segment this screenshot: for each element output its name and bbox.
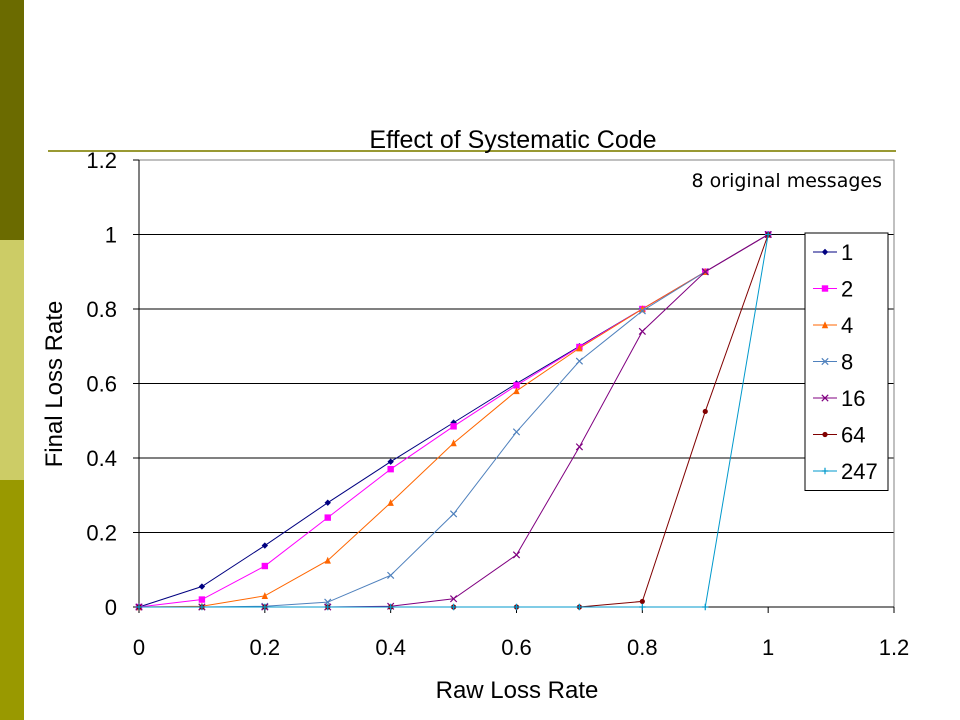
legend-label: 1 bbox=[841, 240, 853, 265]
data-point-1 bbox=[198, 583, 206, 590]
data-point-8 bbox=[575, 357, 584, 365]
data-point-64 bbox=[639, 598, 645, 605]
legend-label: 16 bbox=[841, 386, 865, 411]
data-point-2 bbox=[387, 465, 394, 473]
data-point-4 bbox=[513, 387, 520, 395]
data-point-4 bbox=[261, 592, 269, 600]
data-point-247 bbox=[639, 603, 646, 611]
data-point-247 bbox=[324, 603, 331, 611]
data-point-2 bbox=[513, 382, 520, 389]
legend-marker bbox=[822, 431, 828, 438]
series-1 bbox=[135, 231, 772, 611]
data-point-4 bbox=[324, 556, 331, 564]
data-point-1 bbox=[261, 542, 269, 549]
y-tick-label: 0.2 bbox=[86, 521, 117, 546]
legend-marker bbox=[821, 285, 829, 292]
data-point-4 bbox=[639, 305, 646, 313]
x-tick-label: 0.4 bbox=[375, 635, 406, 660]
legend-marker bbox=[821, 357, 829, 366]
data-point-8 bbox=[512, 428, 521, 436]
data-point-247 bbox=[387, 603, 394, 611]
data-point-16 bbox=[575, 443, 584, 451]
legend-marker bbox=[821, 248, 829, 256]
legend-item-8[interactable]: 8 bbox=[813, 350, 853, 375]
y-tick-label: 0.4 bbox=[86, 446, 117, 471]
data-point-8 bbox=[387, 571, 395, 579]
chart-title: Effect of Systematic Code bbox=[369, 126, 656, 154]
x-tick-label: 0 bbox=[133, 635, 145, 660]
x-tick-label: 0.6 bbox=[501, 635, 532, 660]
legend-item-64[interactable]: 64 bbox=[813, 423, 865, 448]
legend-item-16[interactable]: 16 bbox=[813, 386, 865, 411]
data-point-1 bbox=[387, 458, 394, 465]
x-tick-label: 1.2 bbox=[879, 635, 910, 660]
legend-label: 8 bbox=[841, 350, 853, 375]
data-point-247 bbox=[450, 603, 457, 611]
legend-item-4[interactable]: 4 bbox=[813, 313, 853, 338]
y-tick-label: 0 bbox=[105, 595, 117, 620]
y-tick-label: 1 bbox=[105, 223, 117, 248]
legend-marker bbox=[821, 394, 829, 402]
data-point-16 bbox=[701, 268, 709, 276]
y-tick-label: 0.8 bbox=[86, 297, 117, 322]
series-247 bbox=[135, 231, 772, 611]
legend-marker bbox=[821, 321, 829, 329]
legend-marker bbox=[821, 467, 829, 475]
data-point-247 bbox=[135, 603, 143, 611]
y-axis-ticks: 0 0.2 0.4 0.6 0.8 1 1.2 bbox=[86, 148, 140, 620]
chart-annotation: 8 original messages bbox=[691, 170, 882, 192]
y-axis-label: Final Loss Rate bbox=[41, 301, 68, 468]
data-point-247 bbox=[576, 603, 583, 611]
legend-label: 64 bbox=[841, 423, 865, 448]
x-tick-label: 0.2 bbox=[250, 635, 281, 660]
slide-side-bar-middle bbox=[0, 240, 24, 480]
chart-legend[interactable]: 1 2 4 8 16 64 247 bbox=[804, 232, 889, 491]
data-point-1 bbox=[324, 499, 331, 506]
data-point-4 bbox=[450, 439, 457, 447]
data-point-2 bbox=[198, 596, 206, 603]
slide-side-bar-bottom bbox=[0, 480, 24, 720]
legend-item-1[interactable]: 1 bbox=[813, 240, 853, 265]
data-point-2 bbox=[324, 514, 331, 521]
legend-item-247[interactable]: 247 bbox=[813, 459, 878, 484]
x-axis-ticks: 0 0.2 0.4 0.6 0.8 1 1.2 bbox=[133, 606, 910, 660]
data-point-8 bbox=[449, 510, 458, 518]
data-point-247 bbox=[764, 231, 772, 238]
data-point-16 bbox=[449, 595, 458, 603]
x-tick-label: 0.8 bbox=[627, 635, 658, 660]
legend-label: 247 bbox=[841, 459, 878, 484]
legend-label: 4 bbox=[841, 313, 853, 338]
data-point-16 bbox=[512, 551, 521, 559]
series-layer bbox=[135, 230, 772, 611]
y-tick-label: 1.2 bbox=[86, 148, 117, 173]
data-point-2 bbox=[450, 423, 457, 430]
data-point-4 bbox=[576, 344, 583, 352]
data-point-247 bbox=[513, 603, 520, 611]
title-underline-rule bbox=[48, 150, 896, 152]
legend-label: 2 bbox=[841, 277, 853, 302]
data-point-247 bbox=[702, 603, 709, 611]
data-point-64 bbox=[702, 408, 708, 415]
x-tick-label: 1 bbox=[762, 635, 774, 660]
y-tick-label: 0.6 bbox=[86, 372, 117, 397]
data-point-247 bbox=[261, 603, 269, 611]
slide-side-bar-top bbox=[0, 0, 24, 240]
legend-item-2[interactable]: 2 bbox=[813, 277, 853, 302]
data-point-2 bbox=[261, 562, 269, 570]
x-axis-label: Raw Loss Rate bbox=[436, 677, 599, 704]
data-point-8 bbox=[638, 307, 646, 315]
data-point-247 bbox=[198, 603, 206, 611]
chart-grid bbox=[139, 159, 894, 533]
data-point-16 bbox=[638, 327, 646, 335]
data-point-4 bbox=[387, 499, 394, 506]
